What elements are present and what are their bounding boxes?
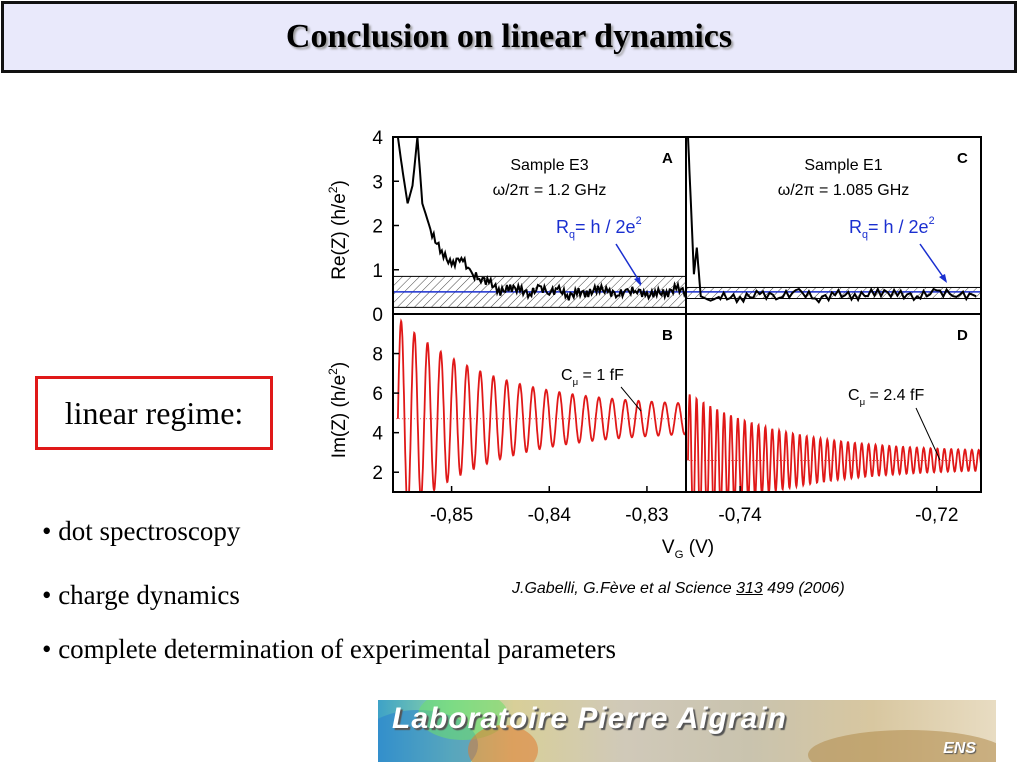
panel-C-rq-label: Rq= h / 2e2	[849, 215, 935, 241]
citation-volume: 313	[736, 580, 763, 597]
panel-C-trace	[687, 137, 977, 305]
title-box: Conclusion on linear dynamics	[1, 1, 1017, 73]
panel-B-c-pointer	[620, 386, 642, 412]
re-tick-label: 2	[372, 217, 383, 238]
panel-D-trace	[687, 394, 981, 492]
panel-A-rq-arrow	[615, 243, 642, 285]
panel-D-c-pointer	[915, 407, 941, 461]
panel-C-frequency: ω/2π = 1.085 GHz	[778, 182, 910, 199]
panel-D-letter: D	[957, 327, 968, 344]
panel-C-plot	[686, 137, 981, 305]
panel-A-letter: A	[662, 150, 673, 167]
re-axis-label: Re(Z) (h/e2)	[326, 180, 350, 280]
lab-logo-name: Laboratoire Pierre Aigrain	[392, 702, 787, 735]
citation-suffix: 499 (2006)	[762, 580, 845, 597]
x-tick-label: -0,83	[625, 505, 668, 526]
im-tick-label: 2	[372, 463, 383, 484]
bullet-parameters: • complete determination of experimental…	[42, 634, 616, 664]
panel-C-rq-arrowhead	[939, 274, 947, 283]
re-tick-label: 3	[372, 172, 383, 193]
linear-regime-label: linear regime:	[64, 394, 244, 431]
im-tick-label: 4	[372, 424, 383, 445]
panel-B-frame	[392, 313, 687, 493]
bullet-charge-dynamics: • charge dynamics	[42, 580, 240, 610]
panel-A-frequency: ω/2π = 1.2 GHz	[493, 182, 607, 199]
slide-title: Conclusion on linear dynamics	[285, 18, 733, 55]
panel-B-c-label: Cμ = 1 fF	[561, 367, 624, 388]
panel-B-plot	[393, 318, 686, 492]
panel-A-plot	[393, 137, 686, 308]
x-tick-label: -0,74	[718, 505, 762, 526]
re-tick-label: 1	[372, 261, 383, 282]
x-tick-label: -0,85	[430, 505, 473, 526]
lab-logo-banner: Laboratoire Pierre Aigrain ENS	[378, 700, 996, 762]
panel-A-trace	[396, 137, 686, 301]
citation: J.Gabelli, G.Fève et al Science 313 499 …	[512, 580, 845, 598]
x-tick-label: -0,84	[528, 505, 572, 526]
panel-A-rq-arrowhead	[634, 277, 641, 286]
panel-D-plot	[686, 394, 981, 492]
lab-logo-ens: ENS	[943, 740, 976, 757]
re-tick-label: 4	[372, 128, 383, 149]
re-tick-label: 0	[372, 305, 383, 326]
linear-regime-box: linear regime:	[35, 376, 273, 450]
panel-D-frame	[685, 313, 982, 493]
panel-B-letter: B	[662, 327, 673, 344]
chart-figure: A Sample E3 ω/2π = 1.2 GHz B C Sample E1 ω/2π …	[326, 128, 982, 561]
panel-A-rq-label: Rq= h / 2e2	[556, 215, 642, 241]
citation-prefix: J.Gabelli, G.Fève et al Science	[512, 580, 737, 597]
panel-C-rq-arrow	[919, 243, 947, 282]
im-tick-label: 6	[372, 384, 383, 405]
panel-A-sample: Sample E3	[510, 157, 588, 174]
bullet-dot-spectroscopy: • dot spectroscopy	[42, 516, 241, 546]
x-axis-label: VG (V)	[662, 537, 714, 561]
panel-C-sample: Sample E1	[804, 157, 882, 174]
panel-B-trace	[397, 318, 686, 492]
panel-C-letter: C	[957, 150, 968, 167]
panel-D-c-label: Cμ = 2.4 fF	[848, 387, 924, 408]
im-axis-label: Im(Z) (h/e2)	[326, 362, 350, 458]
im-tick-label: 8	[372, 345, 383, 366]
x-tick-label: -0,72	[915, 505, 958, 526]
